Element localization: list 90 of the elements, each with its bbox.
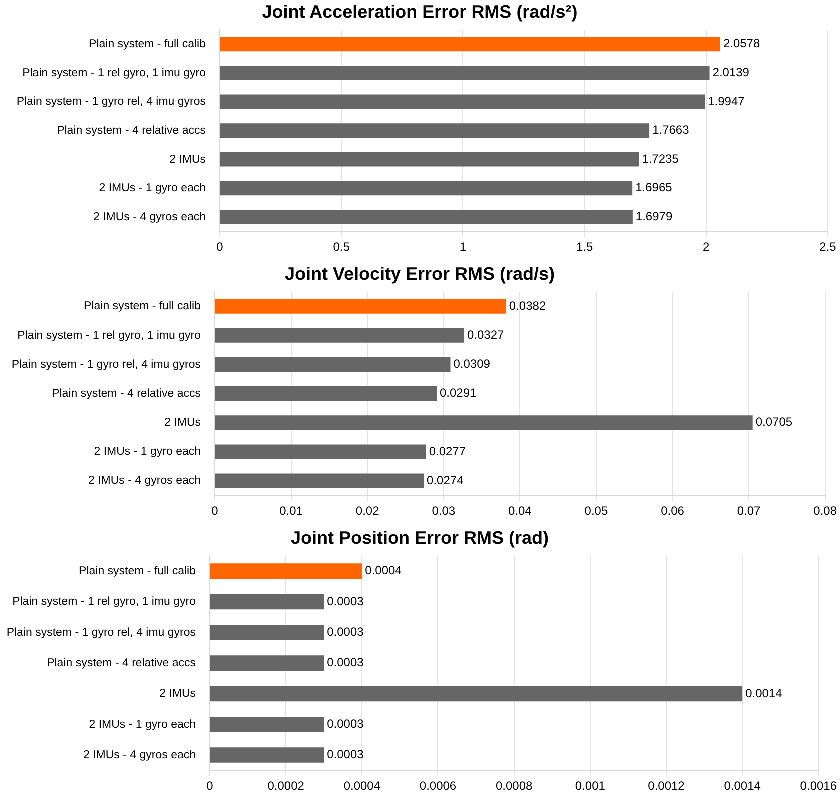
bar: [210, 686, 743, 702]
x-tick-label: 0.0008: [496, 779, 533, 794]
x-tick-label: 0: [212, 504, 219, 518]
data-label: 0.0277: [429, 444, 466, 458]
x-tick-label: 1: [460, 240, 467, 254]
y-tick-label: 2 IMUs - 4 gyros each: [94, 211, 206, 224]
x-tick-label: 0.0006: [420, 779, 457, 794]
x-tick-label: 0.07: [737, 504, 762, 518]
bar: [220, 152, 640, 167]
y-tick-label: Plain system - 4 relative accs: [52, 388, 202, 400]
bar: [216, 444, 426, 460]
x-tick-label: 0: [216, 240, 224, 254]
x-tick-label: 0.0002: [268, 779, 305, 794]
data-label: 1.6965: [636, 180, 673, 195]
y-tick-label: Plain system - 1 rel gyro, 1 imu gyro: [18, 330, 201, 342]
chart-title: Joint Velocity Error RMS (rad/s): [284, 264, 556, 285]
bar: [220, 94, 706, 110]
x-tick-label: 0.08: [814, 504, 838, 518]
y-tick-label: Plain system - 4 relative accs: [57, 124, 206, 137]
bar: [216, 357, 451, 372]
data-label: 1.7663: [652, 123, 690, 138]
data-label: 2.0139: [712, 66, 750, 80]
x-tick-label: 0: [206, 779, 214, 794]
y-tick-label: 2 IMUs - 4 gyros each: [84, 749, 196, 762]
chart-title: Joint Acceleration Error RMS (rad/s²): [261, 2, 579, 23]
y-tick-label: Plain system - 4 relative accs: [47, 657, 196, 670]
data-label: 0.0003: [327, 656, 364, 670]
x-tick-label: 0.04: [508, 504, 532, 518]
x-tick-label: 0.0014: [724, 779, 762, 794]
y-tick-label: 2 IMUs: [164, 417, 202, 430]
bar: [216, 386, 438, 402]
x-tick-label: 0.01: [280, 504, 304, 518]
bar: [210, 748, 324, 763]
data-label: 0.0274: [427, 473, 464, 488]
x-tick-label: 1.5: [576, 240, 594, 254]
data-label: 0.0014: [746, 686, 783, 700]
x-tick-label: 0.06: [661, 504, 685, 518]
bar: [220, 210, 633, 224]
data-label: 0.0705: [756, 415, 793, 430]
data-label: 0.0003: [327, 624, 364, 639]
data-label: 2.0578: [723, 36, 760, 51]
bar: [210, 624, 324, 640]
y-tick-label: 2 IMUs: [170, 154, 206, 166]
bar: [210, 716, 324, 732]
bar: [220, 181, 633, 196]
x-tick-label: 0.0016: [800, 779, 838, 794]
data-label: 0.0382: [509, 298, 546, 313]
data-label: 0.0004: [365, 564, 402, 578]
data-label: 0.0327: [467, 328, 504, 342]
bar: [216, 474, 424, 488]
x-tick-label: 0.001: [575, 779, 606, 794]
y-tick-label: 2 IMUs - 1 gyro each: [99, 182, 206, 195]
y-tick-label: Plain system - 1 gyro rel, 4 imu gyros: [16, 96, 206, 108]
bar: [220, 66, 710, 80]
bar: [210, 656, 324, 671]
x-tick-label: 0.05: [584, 504, 608, 518]
data-label: 0.0309: [454, 357, 491, 372]
data-label: 0.0003: [327, 748, 364, 762]
y-tick-label: 2 IMUs - 1 gyro each: [89, 718, 196, 731]
data-label: 0.0003: [327, 716, 364, 731]
data-label: 1.7235: [642, 152, 680, 166]
bar: [216, 328, 464, 343]
x-tick-label: 0.03: [432, 504, 456, 518]
bar: [216, 299, 506, 314]
bar: [220, 124, 650, 138]
bar: [210, 564, 362, 579]
y-tick-label: Plain system - full calib: [84, 300, 201, 313]
y-tick-label: Plain system - 1 gyro rel, 4 imu gyros: [6, 626, 196, 639]
x-tick-label: 0.0012: [648, 779, 686, 794]
bar: [220, 37, 720, 52]
bar: [216, 416, 753, 430]
y-tick-label: Plain system - full calib: [89, 38, 206, 51]
data-label: 1.9947: [708, 94, 746, 108]
chart-title: Joint Position Error RMS (rad): [290, 528, 550, 549]
y-tick-label: 2 IMUs - 1 gyro each: [94, 446, 201, 458]
x-tick-label: 2: [703, 240, 710, 254]
y-tick-label: 2 IMUs: [160, 688, 196, 700]
x-tick-label: 2.5: [820, 240, 837, 254]
x-tick-label: 0.5: [333, 240, 350, 254]
y-tick-label: Plain system - 1 rel gyro, 1 imu gyro: [22, 67, 206, 80]
data-label: 0.0291: [440, 386, 478, 400]
data-label: 0.0003: [327, 594, 364, 608]
x-tick-label: 0.0004: [344, 779, 381, 794]
y-tick-label: Plain system - 1 gyro rel, 4 imu gyros: [12, 358, 202, 371]
y-tick-label: Plain system - 1 rel gyro, 1 imu gyro: [12, 596, 196, 608]
bar: [210, 594, 324, 610]
x-tick-label: 0.02: [356, 504, 380, 518]
y-tick-label: Plain system - full calib: [79, 566, 196, 578]
data-label: 1.6979: [636, 210, 673, 224]
y-tick-label: 2 IMUs - 4 gyros each: [88, 475, 201, 488]
